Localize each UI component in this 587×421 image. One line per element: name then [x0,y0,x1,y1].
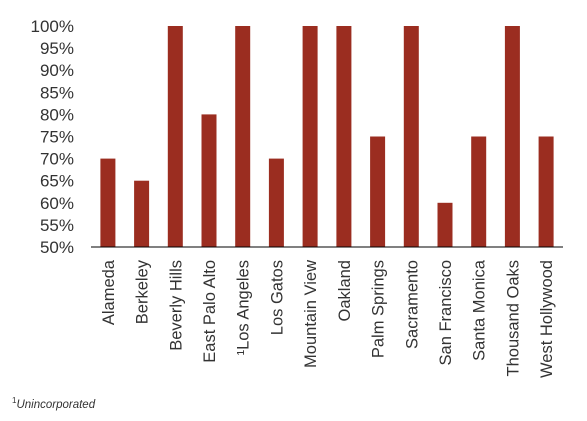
bar [504,26,520,247]
x-tick-label: East Palo Alto [201,260,219,363]
x-tick-label: Sacramento [403,260,421,349]
x-tick-label: Oakland [336,260,354,321]
bar [100,158,116,247]
bar [302,26,318,247]
x-tick-label: West Hollywood [538,260,556,378]
x-tick-label: Santa Monica [471,259,489,361]
y-axis-ticks: 50% 55% 60% 65% 70% 75% 80% 85% 90% 95% 100% [31,17,74,257]
y-tick-label: 50% [40,238,74,257]
x-tick-label: ¹Los Angeles [235,260,253,355]
x-axis-tick-labels: Alameda Berkeley Beverly Hills East Palo Al… [100,259,556,378]
x-tick-label: Thousand Oaks [504,260,522,376]
x-tick-label: San Francisco [437,260,455,365]
y-tick-label: 75% [40,128,74,147]
bar [201,114,217,248]
bars [100,26,554,248]
y-tick-label: 70% [40,150,74,169]
y-tick-label: 60% [40,194,74,213]
bar [471,136,487,247]
x-tick-label: Beverly Hills [167,260,185,351]
bar [336,26,352,247]
bar [167,26,183,247]
bar [268,158,284,247]
y-tick-label: 80% [40,105,74,124]
x-tick-label: Palm Springs [370,260,388,358]
bar [370,136,386,247]
y-tick-label: 100% [31,17,74,36]
y-tick-label: 65% [40,172,74,191]
x-tick-label: Los Gatos [268,260,286,335]
bar [538,136,554,247]
y-tick-label: 55% [40,216,74,235]
bar [437,202,453,247]
footnote: 1Unincorporated [12,396,95,411]
y-tick-label: 95% [40,39,74,58]
y-tick-label: 90% [40,61,74,80]
footnote-text: Unincorporated [16,398,96,411]
y-tick-label: 85% [40,83,74,102]
x-tick-label: Mountain View [302,260,320,368]
footnote-marker: 1 [12,396,17,405]
bar [403,26,419,247]
x-tick-label: Berkeley [134,259,152,324]
bar [235,26,251,247]
x-tick-label: Alameda [100,259,118,325]
bar [134,180,150,247]
